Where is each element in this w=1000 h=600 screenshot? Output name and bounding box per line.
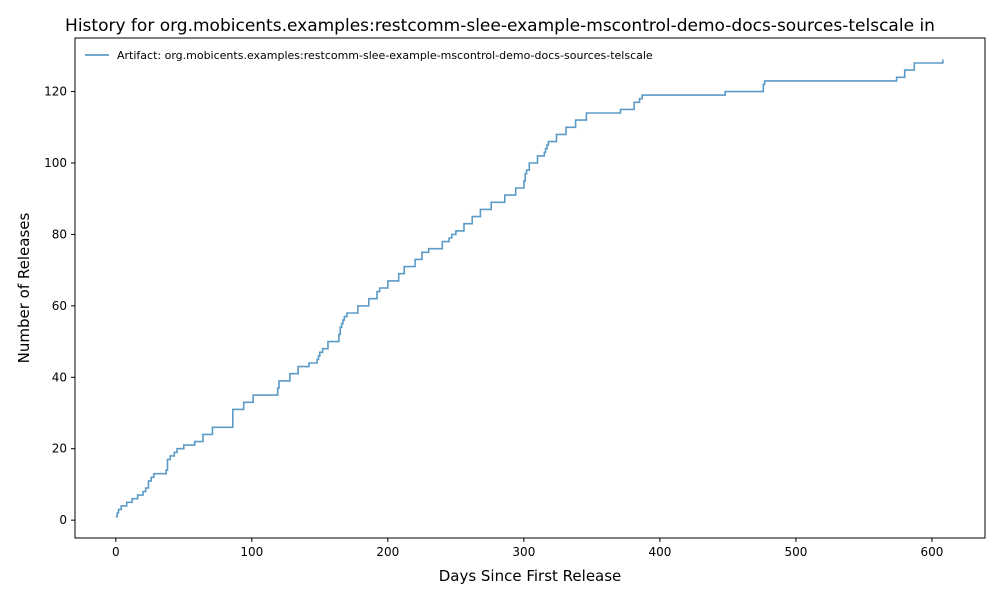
y-axis-label: Number of Releases [15, 212, 33, 363]
y-tick-label: 40 [52, 370, 67, 384]
x-tick-label: 300 [512, 545, 535, 559]
x-axis-ticks: 0 100 200 300 400 500 600 [112, 538, 943, 559]
y-tick-label: 100 [44, 156, 67, 170]
y-tick-label: 0 [59, 513, 67, 527]
y-tick-label: 80 [52, 227, 67, 241]
x-tick-label: 400 [648, 545, 671, 559]
x-tick-label: 100 [240, 545, 263, 559]
series-layer [115, 59, 944, 518]
x-tick-label: 200 [376, 545, 399, 559]
y-axis-ticks: 0 20 40 60 80 100 120 [44, 85, 75, 527]
y-tick-label: 60 [52, 299, 67, 313]
legend: Artifact: org.mobicents.examples:restcom… [85, 49, 653, 62]
plot-frame [74, 37, 986, 539]
y-tick-label: 120 [44, 85, 67, 99]
x-tick-label: 500 [784, 545, 807, 559]
chart-title: History for org.mobicents.examples:restc… [65, 16, 935, 36]
legend-label: Artifact: org.mobicents.examples:restcom… [117, 49, 653, 62]
y-tick-label: 20 [52, 442, 67, 456]
x-tick-label: 0 [112, 545, 120, 559]
series-line-0 [115, 59, 944, 518]
x-axis-label: Days Since First Release [439, 567, 622, 585]
x-tick-label: 600 [920, 545, 943, 559]
